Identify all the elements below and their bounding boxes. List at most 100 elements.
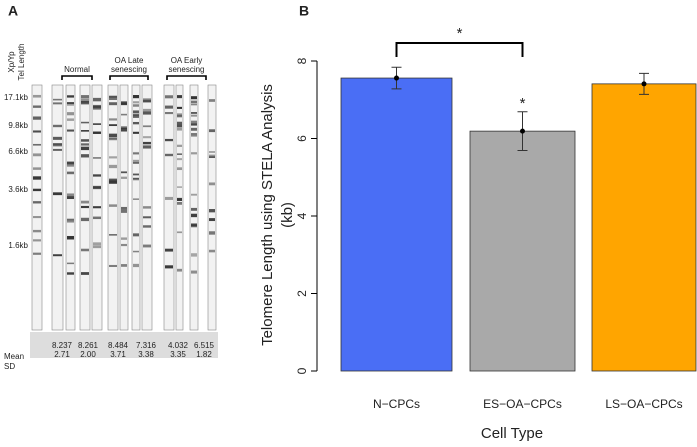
gel-band bbox=[133, 101, 139, 104]
bar bbox=[591, 83, 697, 372]
gel-band bbox=[165, 196, 173, 200]
size-marker: 3.6kb bbox=[8, 185, 28, 194]
gel-band bbox=[191, 213, 197, 218]
gel-band bbox=[109, 124, 117, 127]
gel-band bbox=[33, 201, 41, 204]
gel-band bbox=[53, 136, 62, 140]
gel-band bbox=[67, 171, 74, 175]
gel-band bbox=[81, 95, 89, 99]
gel-band bbox=[177, 106, 182, 109]
gel-band bbox=[53, 98, 62, 101]
size-marker: 9.8kb bbox=[8, 121, 28, 130]
stat-mean: 4.032 bbox=[168, 341, 189, 350]
gel-band bbox=[133, 233, 139, 237]
stat-mean: 6.515 bbox=[194, 341, 215, 350]
gel-band bbox=[33, 188, 41, 192]
gel-band bbox=[67, 262, 74, 265]
gel-band bbox=[191, 193, 197, 196]
gel-band bbox=[109, 137, 117, 140]
gel-band bbox=[143, 100, 151, 103]
gel-band bbox=[67, 102, 74, 105]
gel-band bbox=[109, 118, 117, 121]
gel-band bbox=[177, 197, 182, 200]
gel-lane bbox=[131, 84, 141, 331]
gel-band bbox=[67, 129, 74, 132]
gel-band bbox=[133, 104, 139, 107]
gel-band bbox=[165, 105, 173, 109]
gel-band bbox=[143, 98, 151, 101]
gel-band bbox=[143, 206, 151, 209]
gel-band bbox=[93, 185, 101, 189]
bar bbox=[469, 130, 576, 372]
gel-band bbox=[143, 216, 151, 219]
y-tick-label: 2 bbox=[295, 290, 309, 297]
gel-band bbox=[81, 130, 89, 132]
gel-band bbox=[81, 217, 89, 222]
gel-band bbox=[81, 143, 89, 146]
significance-bracket bbox=[395, 42, 524, 57]
gel-band bbox=[191, 96, 197, 100]
gel-band bbox=[109, 264, 117, 268]
gel-band bbox=[177, 198, 182, 201]
gel-band bbox=[143, 141, 151, 145]
stat-sd: 3.38 bbox=[138, 350, 154, 359]
gel-band bbox=[165, 248, 173, 252]
gel-band bbox=[109, 234, 117, 236]
gel-band bbox=[165, 265, 173, 269]
annotation: * bbox=[457, 25, 463, 42]
gel-band bbox=[93, 187, 101, 190]
x-tick-label: N−CPCs bbox=[373, 397, 420, 411]
group-label: OA Late bbox=[115, 56, 144, 65]
stat-sd: 3.71 bbox=[110, 350, 126, 359]
gel-image bbox=[30, 84, 218, 358]
gel-band bbox=[177, 201, 182, 205]
gel-band bbox=[121, 264, 127, 267]
gel-band bbox=[67, 95, 74, 98]
gel-band bbox=[133, 159, 139, 164]
gel-band bbox=[121, 102, 127, 106]
gel-band bbox=[209, 231, 215, 235]
row-label: Mean bbox=[4, 352, 24, 361]
gel-band bbox=[133, 110, 139, 114]
group-bracket bbox=[61, 75, 93, 80]
stat-sd: 2.00 bbox=[80, 350, 96, 359]
gel-band bbox=[191, 132, 197, 135]
gel-band bbox=[191, 223, 197, 227]
gel-band bbox=[133, 115, 139, 118]
gel-band bbox=[33, 167, 41, 170]
gel-band bbox=[109, 204, 117, 207]
gel-band bbox=[81, 248, 89, 252]
group-bracket bbox=[109, 75, 149, 80]
gel-band bbox=[81, 200, 89, 204]
gel-band bbox=[209, 209, 215, 213]
gel-band bbox=[33, 105, 41, 108]
gel-band bbox=[93, 123, 101, 125]
gel-band bbox=[67, 95, 74, 98]
y-axis-label: Telomere Length using STELA Analysis bbox=[259, 84, 276, 346]
gel-band bbox=[93, 242, 101, 246]
gel-band bbox=[53, 254, 62, 257]
mean-point bbox=[394, 75, 399, 81]
group-label: OA Early bbox=[171, 56, 203, 65]
gel-band bbox=[165, 138, 173, 142]
stat-sd: 1.82 bbox=[196, 350, 212, 359]
gel-band bbox=[109, 178, 117, 182]
gel-band bbox=[67, 161, 74, 165]
gel-band bbox=[177, 158, 182, 161]
gel-band bbox=[53, 124, 62, 128]
group-label: Normal bbox=[64, 65, 90, 74]
y-tick-label: 6 bbox=[295, 135, 309, 142]
gel-band bbox=[177, 113, 182, 117]
gel-band bbox=[133, 198, 139, 200]
gel-base bbox=[30, 332, 218, 358]
gel-band bbox=[109, 95, 117, 98]
gel-band bbox=[191, 103, 197, 106]
gel-band bbox=[177, 95, 182, 97]
x-axis-label: Cell Type bbox=[481, 425, 543, 442]
stat-mean: 7.316 bbox=[136, 341, 157, 350]
gel-band bbox=[133, 95, 139, 99]
gel-band bbox=[81, 121, 89, 124]
x-tick-label: ES−OA−CPCs bbox=[483, 397, 562, 411]
gel-band bbox=[67, 218, 74, 221]
